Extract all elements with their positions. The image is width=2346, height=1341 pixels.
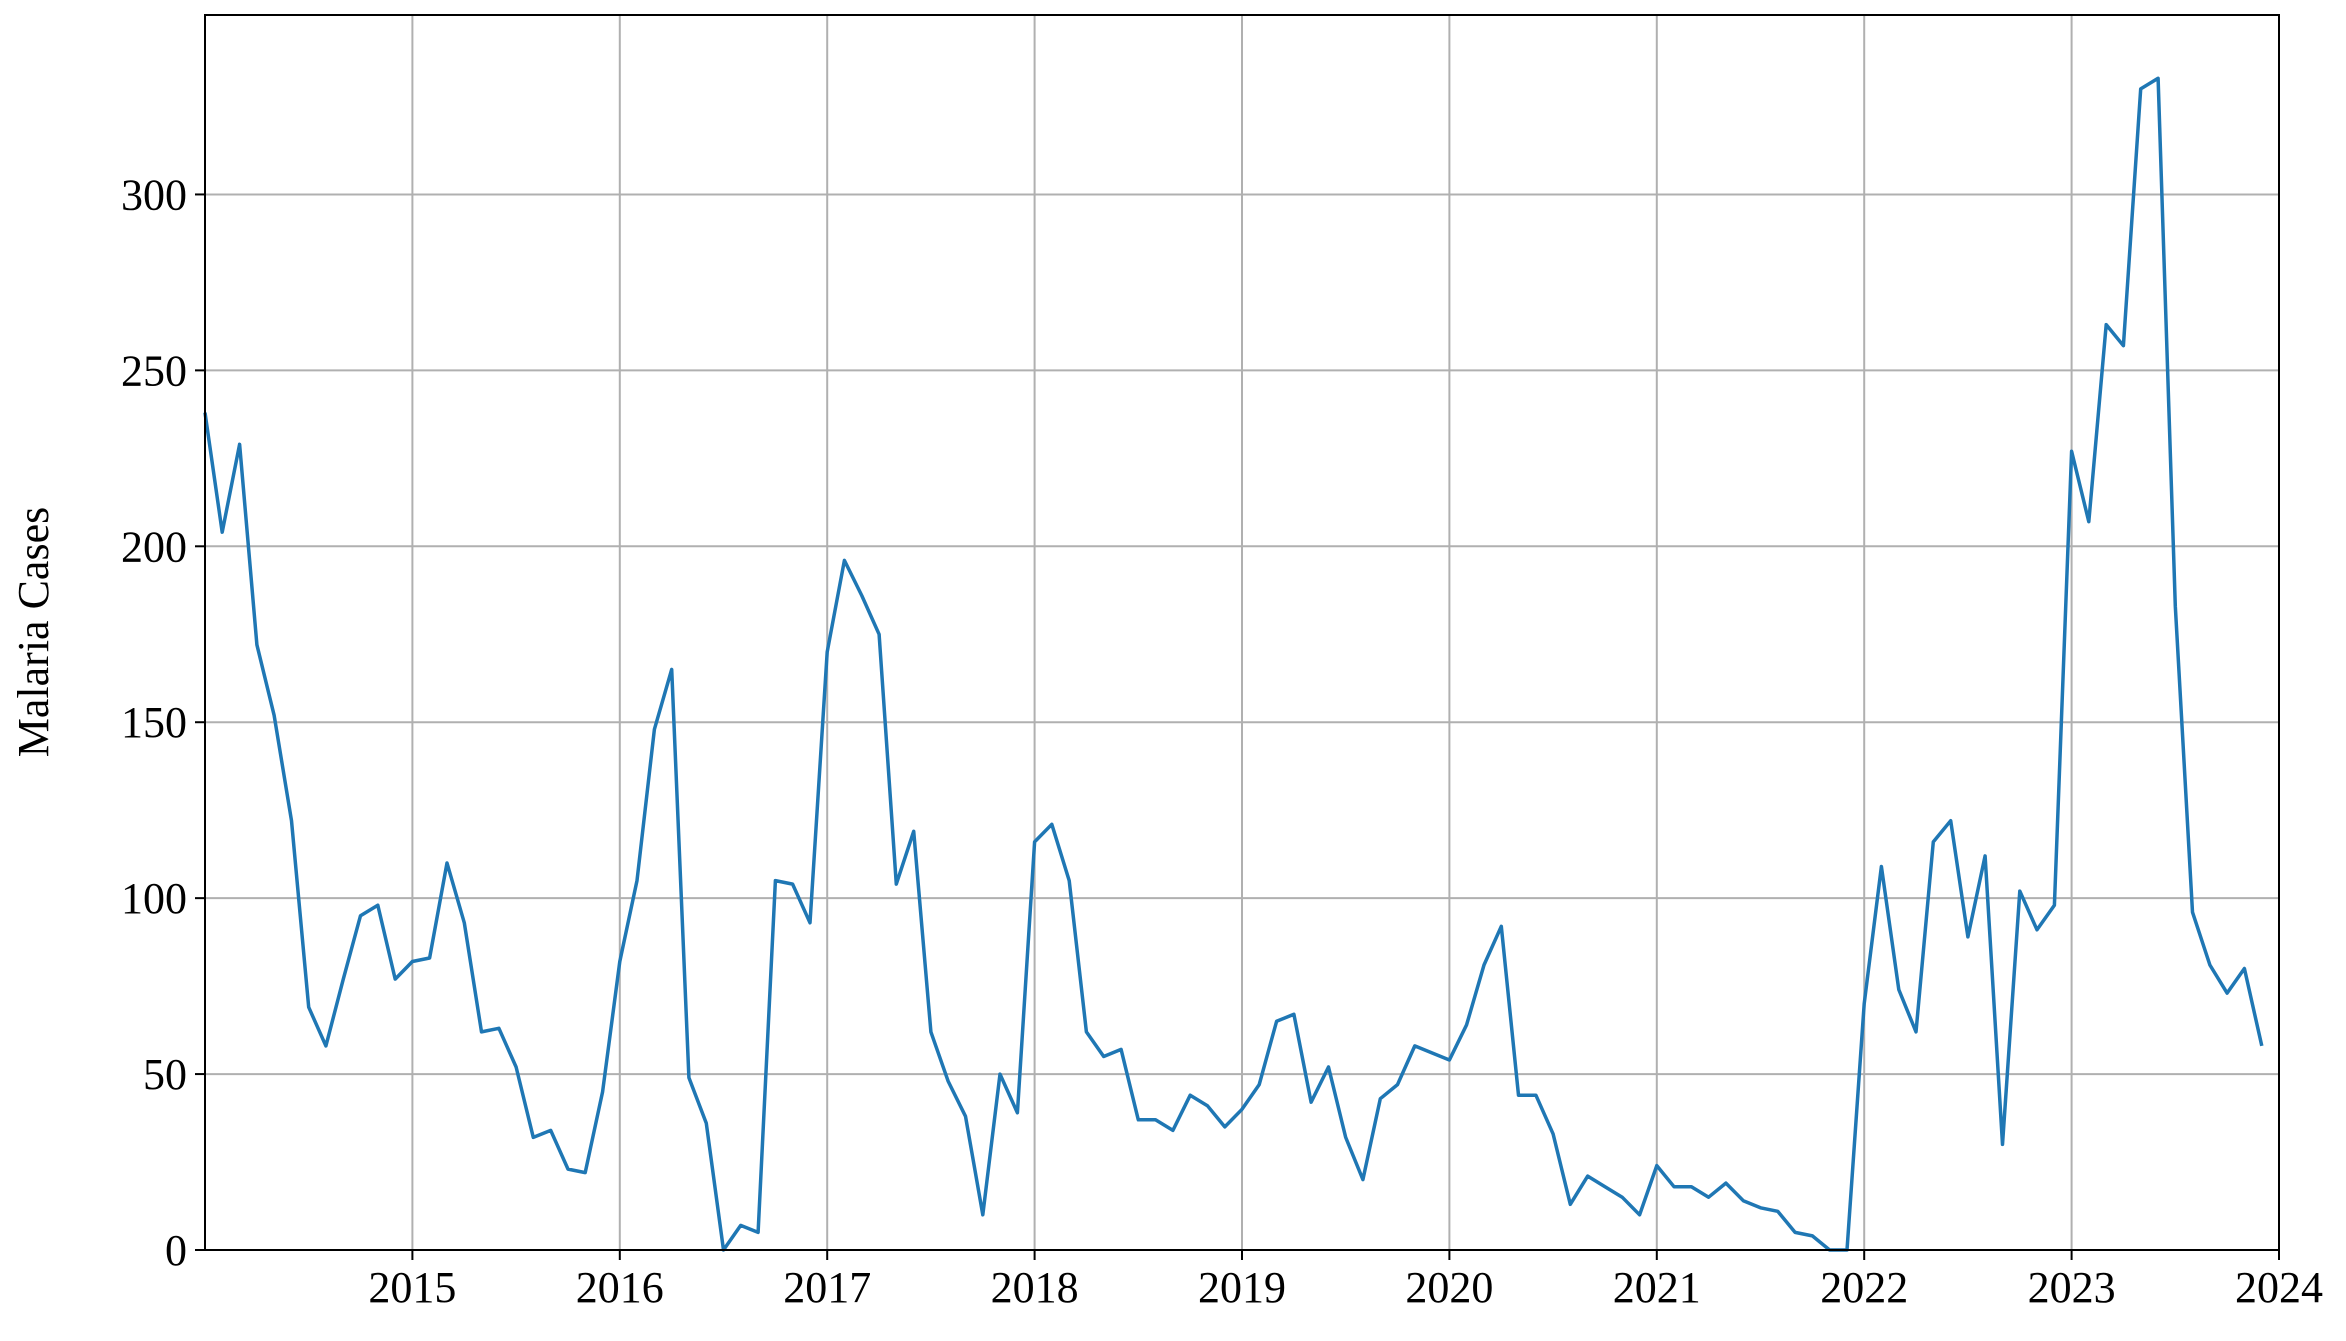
x-tick-label: 2016 xyxy=(576,1263,664,1312)
x-tick-label: 2021 xyxy=(1613,1263,1701,1312)
y-axis-label: Malaria Cases xyxy=(9,507,58,757)
plot-frame xyxy=(204,14,2280,1251)
y-tick-label: 200 xyxy=(121,522,187,571)
y-tick-label: 150 xyxy=(121,698,187,747)
x-tick-label: 2024 xyxy=(2235,1263,2323,1312)
data-line xyxy=(203,76,2264,1252)
y-tick-label: 50 xyxy=(143,1050,187,1099)
x-tick-label: 2020 xyxy=(1405,1263,1493,1312)
y-tick-label: 0 xyxy=(165,1226,187,1275)
x-tick-label: 2015 xyxy=(368,1263,456,1312)
y-tick-label: 250 xyxy=(121,346,187,395)
x-tick-label: 2018 xyxy=(991,1263,1079,1312)
x-tick-label: 2022 xyxy=(1820,1263,1908,1312)
x-tick-label: 2023 xyxy=(2028,1263,2116,1312)
x-tick-label: 2019 xyxy=(1198,1263,1286,1312)
x-tick-label: 2017 xyxy=(783,1263,871,1312)
y-tick-label: 100 xyxy=(121,874,187,923)
y-tick-label: 300 xyxy=(121,170,187,219)
